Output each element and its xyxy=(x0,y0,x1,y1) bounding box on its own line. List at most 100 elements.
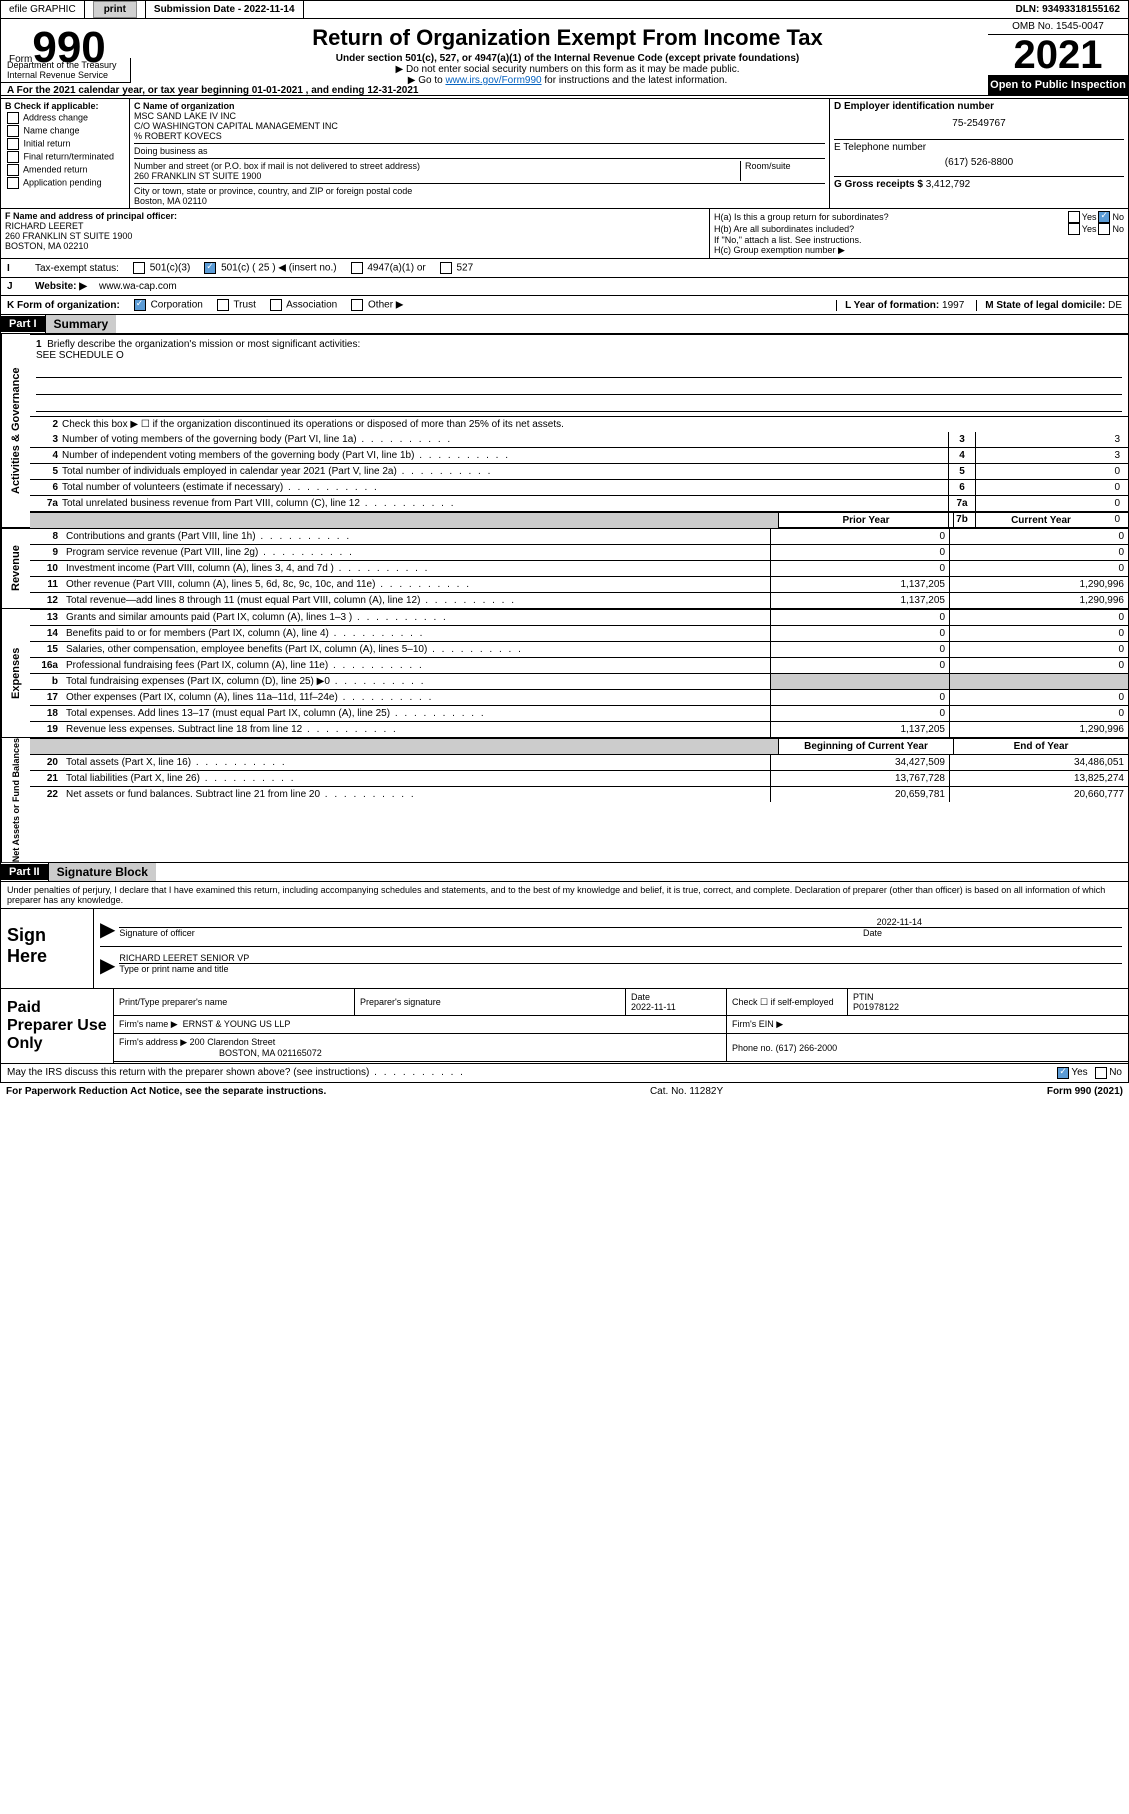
hdr-prior: Prior Year xyxy=(778,513,953,528)
table-row: 12Total revenue—add lines 8 through 11 (… xyxy=(30,592,1128,608)
goto-post: for instructions and the latest informat… xyxy=(542,75,728,86)
firm-addr2: BOSTON, MA 021165072 xyxy=(219,1048,322,1058)
address-label: Number and street (or P.O. box if mail i… xyxy=(134,161,740,171)
part1-header: Part I Summary xyxy=(0,315,1129,334)
table-row: 16aProfessional fundraising fees (Part I… xyxy=(30,657,1128,673)
title-block: Return of Organization Exempt From Incom… xyxy=(147,19,988,95)
part1-badge: Part I xyxy=(1,316,45,332)
part2-header: Part II Signature Block xyxy=(0,863,1129,882)
sign-here-block: Sign Here ▶ 2022-11-14 Signature of offi… xyxy=(0,909,1129,989)
cb-app-pending[interactable]: Application pending xyxy=(5,177,125,189)
dln-label: DLN: 93493318155162 xyxy=(1007,1,1128,18)
prep-sig-hdr: Preparer's signature xyxy=(355,989,626,1016)
discuss-yes[interactable] xyxy=(1057,1067,1069,1079)
paperwork-notice: For Paperwork Reduction Act Notice, see … xyxy=(6,1086,326,1097)
row-k-label: K Form of organization: xyxy=(7,300,120,311)
ha-no[interactable] xyxy=(1098,211,1110,223)
instructions-link[interactable]: www.irs.gov/Form990 xyxy=(445,75,541,86)
tax-status-row: I Tax-exempt status: 501(c)(3) 501(c) ( … xyxy=(0,259,1129,278)
form-of-org-row: K Form of organization: Corporation Trus… xyxy=(0,296,1129,315)
cb-corporation[interactable] xyxy=(134,299,146,311)
city-value: Boston, MA 02110 xyxy=(134,196,825,206)
line-1: 1 Briefly describe the organization's mi… xyxy=(30,334,1128,416)
ein-label: D Employer identification number xyxy=(834,101,1124,112)
table-row: 10Investment income (Part VIII, column (… xyxy=(30,560,1128,576)
activities-governance-section: Activities & Governance 1 Briefly descri… xyxy=(0,334,1129,527)
address-value: 260 FRANKLIN ST SUITE 1900 xyxy=(134,171,740,181)
ha-label: H(a) Is this a group return for subordin… xyxy=(714,212,1066,222)
hdr-current: Current Year xyxy=(953,513,1128,528)
cb-501c[interactable] xyxy=(204,262,216,274)
officer-addr2: BOSTON, MA 02210 xyxy=(5,241,705,251)
table-row: 19Revenue less expenses. Subtract line 1… xyxy=(30,721,1128,737)
header-right: OMB No. 1545-0047 2021 Open to Public In… xyxy=(988,19,1128,95)
officer-group-row: F Name and address of principal officer:… xyxy=(0,209,1129,259)
section-f: F Name and address of principal officer:… xyxy=(1,209,710,258)
table-row: bTotal fundraising expenses (Part IX, co… xyxy=(30,673,1128,689)
form-subtitle: Under section 501(c), 527, or 4947(a)(1)… xyxy=(153,53,982,64)
hb-yes[interactable] xyxy=(1068,223,1080,235)
ein-value: 75-2549767 xyxy=(834,112,1124,135)
sign-arrow-icon-2: ▶ xyxy=(100,953,119,978)
cb-amended-return[interactable]: Amended return xyxy=(5,164,125,176)
tab-governance: Activities & Governance xyxy=(1,334,30,527)
cb-4947[interactable] xyxy=(351,262,363,274)
tax-status-label: Tax-exempt status: xyxy=(35,263,119,274)
hb-note: If "No," attach a list. See instructions… xyxy=(714,235,1124,245)
part2-badge: Part II xyxy=(1,864,48,880)
phone-value: (617) 526-8800 xyxy=(834,153,1124,172)
officer-addr1: 260 FRANKLIN ST SUITE 1900 xyxy=(5,231,705,241)
net-assets-section: Net Assets or Fund Balances Beginning of… xyxy=(0,737,1129,863)
beg-end-header: Beginning of Current Year End of Year xyxy=(30,738,1128,754)
part2-title: Signature Block xyxy=(48,863,156,881)
discuss-row: May the IRS discuss this return with the… xyxy=(0,1064,1129,1083)
form-number-block: Form990 xyxy=(1,19,147,95)
table-row: 21Total liabilities (Part X, line 26)13,… xyxy=(30,770,1128,786)
table-row: 22Net assets or fund balances. Subtract … xyxy=(30,786,1128,802)
discuss-no[interactable] xyxy=(1095,1067,1107,1079)
website-row: J Website: ▶ www.wa-cap.com xyxy=(0,278,1129,296)
letter-j: J xyxy=(7,281,23,292)
cb-trust[interactable] xyxy=(217,299,229,311)
cb-initial-return[interactable]: Initial return xyxy=(5,138,125,150)
paid-preparer-block: Paid Preparer Use Only Print/Type prepar… xyxy=(0,989,1129,1064)
section-f-label: F Name and address of principal officer: xyxy=(5,211,705,221)
hdr-beginning: Beginning of Current Year xyxy=(778,739,953,754)
domicile-label: M State of legal domicile: xyxy=(985,300,1105,311)
cb-other[interactable] xyxy=(351,299,363,311)
firm-address-row: Firm's address ▶ 200 Clarendon Street BO… xyxy=(114,1034,1128,1062)
cb-final-return[interactable]: Final return/terminated xyxy=(5,151,125,163)
ha-yes[interactable] xyxy=(1068,211,1080,223)
right-column: D Employer identification number 75-2549… xyxy=(830,99,1128,208)
firm-name: ERNST & YOUNG US LLP xyxy=(183,1019,291,1029)
org-name-3: % ROBERT KOVECS xyxy=(134,131,825,141)
section-b-label: B Check if applicable: xyxy=(5,101,125,111)
hb-no[interactable] xyxy=(1098,223,1110,235)
self-employed-cell: Check ☐ if self-employed xyxy=(727,989,848,1016)
prior-current-header: Prior Year Current Year xyxy=(30,511,1128,528)
form-title: Return of Organization Exempt From Incom… xyxy=(153,25,982,51)
cb-address-change[interactable]: Address change xyxy=(5,112,125,124)
sign-here-label: Sign Here xyxy=(1,909,94,988)
ssn-warning: ▶ Do not enter social security numbers o… xyxy=(153,64,982,75)
revenue-section: Revenue Prior Year Current Year 8Contrib… xyxy=(0,527,1129,608)
sig-officer-label: Signature of officer xyxy=(119,928,194,938)
section-h: H(a) Is this a group return for subordin… xyxy=(710,209,1128,258)
section-b: B Check if applicable: Address change Na… xyxy=(1,99,130,208)
signer-name: RICHARD LEERET SENIOR VP xyxy=(119,953,1122,964)
summary-line: 6Total number of volunteers (estimate if… xyxy=(30,479,1128,495)
cb-501c3[interactable] xyxy=(133,262,145,274)
cb-name-change[interactable]: Name change xyxy=(5,125,125,137)
cb-association[interactable] xyxy=(270,299,282,311)
year-formation-label: L Year of formation: xyxy=(845,300,939,311)
paid-preparer-label: Paid Preparer Use Only xyxy=(1,989,114,1063)
tab-net-assets: Net Assets or Fund Balances xyxy=(1,738,30,862)
tax-year: 2021 xyxy=(988,35,1128,75)
hb-label: H(b) Are all subordinates included? xyxy=(714,224,1066,234)
firm-addr1: 200 Clarendon Street xyxy=(190,1037,276,1047)
print-button[interactable]: print xyxy=(93,1,137,18)
cb-527[interactable] xyxy=(440,262,452,274)
section-c-label: C Name of organization xyxy=(134,101,825,111)
q1-label: Briefly describe the organization's miss… xyxy=(47,339,360,350)
gross-receipts-label: G Gross receipts $ xyxy=(834,179,923,190)
